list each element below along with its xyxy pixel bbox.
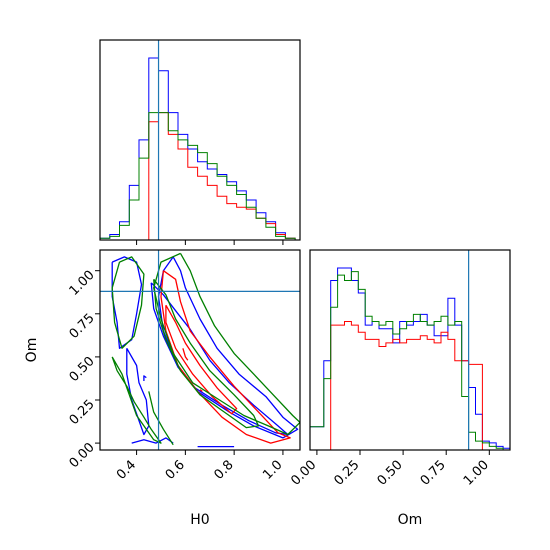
contour-x-tick-label-1: 0.6 <box>163 458 188 483</box>
contour-line-1 <box>126 347 150 436</box>
ylabel-om: Om <box>24 338 40 363</box>
contour-y-tick-label-0: 0.00 <box>67 440 98 471</box>
contour-y-tick-label-4: 1.00 <box>67 268 98 299</box>
hist-om-x-tick-label-1: 0.25 <box>332 458 363 489</box>
hist-om-x-tick-label-2: 0.50 <box>375 458 406 489</box>
contour-line-9 <box>182 348 189 361</box>
contour-x-tick-label-2: 0.8 <box>211 458 236 483</box>
contour-y-tick-label-2: 0.50 <box>67 354 98 385</box>
hist-om-panel: 0.00 0.25 0.50 0.75 1.00 Om <box>288 249 511 528</box>
hist-om-series-0 <box>310 267 510 450</box>
xlabel-h0: H0 <box>190 512 209 528</box>
contour-line-0 <box>111 256 143 349</box>
contour-line-4 <box>131 437 174 444</box>
hist-om-series-2 <box>310 271 510 450</box>
hist-om-x-tick-label-0: 0.00 <box>288 458 319 489</box>
contour-line-2 <box>150 282 289 436</box>
hist-om-frame <box>309 249 511 451</box>
contour-line-15 <box>148 391 174 446</box>
contour-line-10 <box>199 389 203 392</box>
hist-om-x-tick-label-3: 0.75 <box>418 458 449 489</box>
hist-h0-series-2 <box>100 112 300 240</box>
contour-y-tick-label-1: 0.25 <box>67 397 98 428</box>
contour-x-tick-label-0: 0.4 <box>114 458 139 483</box>
hist-h0-series-1 <box>100 112 300 240</box>
contour-line-14 <box>153 278 260 429</box>
contour-line-13 <box>153 252 300 436</box>
contour-line-8 <box>165 304 238 415</box>
contour-y-tick-label-3: 0.75 <box>67 311 98 342</box>
contour-line-11 <box>111 256 145 349</box>
hist-om-x-tick-label-4: 1.00 <box>461 458 492 489</box>
hist-h0-series-0 <box>100 57 300 240</box>
contour-x-tick-label-3: 1.0 <box>260 458 285 483</box>
hist-om-series-1 <box>310 321 510 450</box>
contour-line-6 <box>143 375 147 381</box>
contour-panel: 0.4 0.6 0.8 1.0 0.00 0.25 0.50 0.75 1.00 H0 Om <box>24 249 301 528</box>
contour-line-7 <box>160 270 291 444</box>
hist-h0-panel <box>99 39 301 245</box>
contour-frame <box>99 249 301 451</box>
contour-line-12 <box>111 356 162 444</box>
xlabel-om: Om <box>398 512 423 528</box>
hist-h0-frame <box>99 39 301 241</box>
